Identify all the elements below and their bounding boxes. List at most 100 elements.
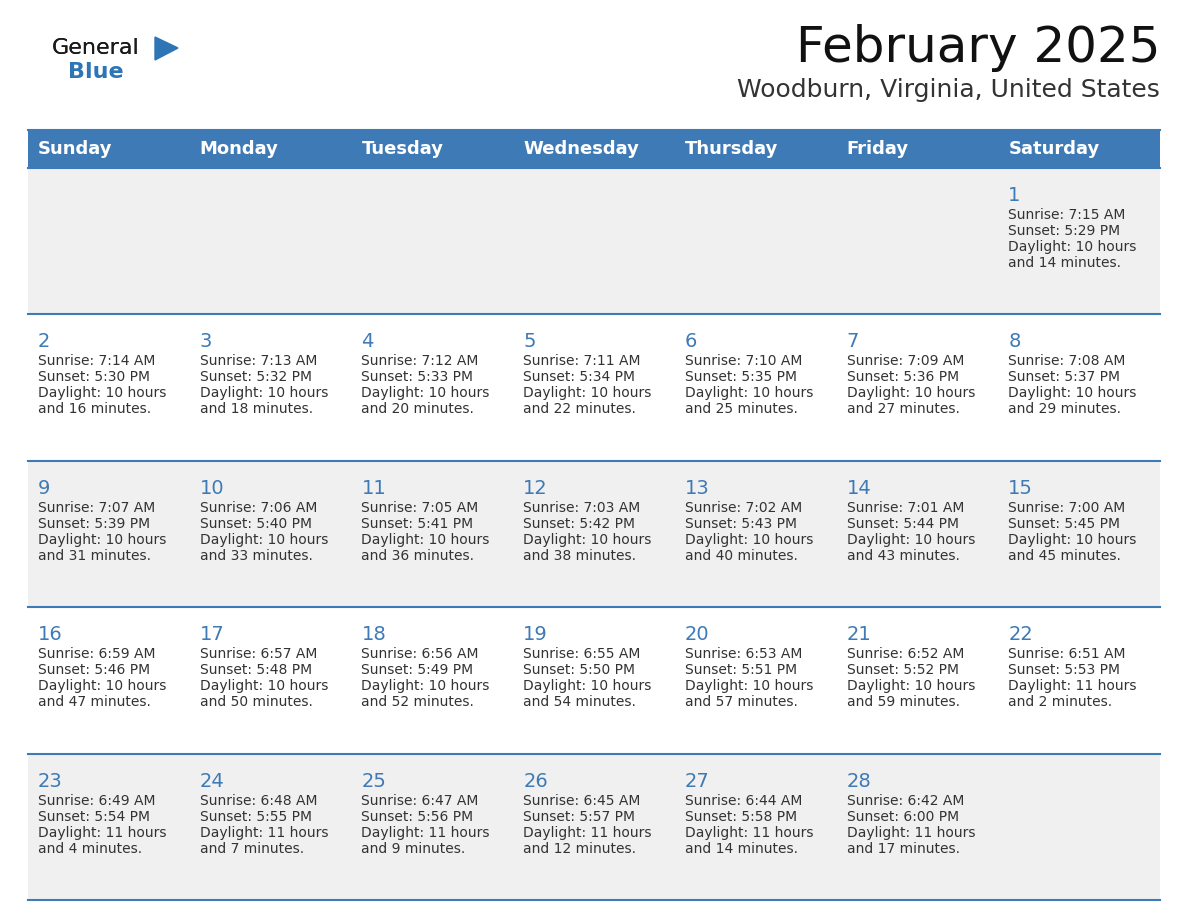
Text: 10: 10 — [200, 479, 225, 498]
Text: and 17 minutes.: and 17 minutes. — [847, 842, 960, 856]
Text: Saturday: Saturday — [1009, 140, 1100, 158]
Text: Daylight: 10 hours: Daylight: 10 hours — [523, 532, 651, 547]
Text: Daylight: 11 hours: Daylight: 11 hours — [847, 825, 975, 840]
Text: 16: 16 — [38, 625, 63, 644]
Text: Sunset: 5:55 PM: Sunset: 5:55 PM — [200, 810, 311, 823]
Text: Sunset: 5:35 PM: Sunset: 5:35 PM — [684, 370, 797, 385]
Text: Sunrise: 7:11 AM: Sunrise: 7:11 AM — [523, 354, 640, 368]
Text: Sunrise: 7:00 AM: Sunrise: 7:00 AM — [1009, 501, 1125, 515]
Text: Sunrise: 6:45 AM: Sunrise: 6:45 AM — [523, 793, 640, 808]
Text: Sunrise: 7:15 AM: Sunrise: 7:15 AM — [1009, 208, 1126, 222]
Text: Sunset: 5:33 PM: Sunset: 5:33 PM — [361, 370, 474, 385]
Text: Sunrise: 7:08 AM: Sunrise: 7:08 AM — [1009, 354, 1126, 368]
Text: Sunset: 5:34 PM: Sunset: 5:34 PM — [523, 370, 636, 385]
Text: Daylight: 10 hours: Daylight: 10 hours — [38, 679, 166, 693]
Bar — [513, 130, 675, 168]
Bar — [29, 461, 1159, 607]
Text: and 22 minutes.: and 22 minutes. — [523, 402, 636, 417]
Text: Daylight: 10 hours: Daylight: 10 hours — [361, 679, 489, 693]
Text: Sunset: 5:54 PM: Sunset: 5:54 PM — [38, 810, 150, 823]
Bar — [998, 130, 1159, 168]
Text: Sunset: 5:53 PM: Sunset: 5:53 PM — [1009, 663, 1120, 677]
Text: Daylight: 10 hours: Daylight: 10 hours — [200, 386, 328, 400]
Text: Sunrise: 7:13 AM: Sunrise: 7:13 AM — [200, 354, 317, 368]
Text: 13: 13 — [684, 479, 709, 498]
Text: 19: 19 — [523, 625, 548, 644]
Text: Sunset: 5:48 PM: Sunset: 5:48 PM — [200, 663, 311, 677]
Text: 7: 7 — [847, 332, 859, 352]
Text: Sunrise: 6:53 AM: Sunrise: 6:53 AM — [684, 647, 802, 661]
Text: February 2025: February 2025 — [796, 24, 1159, 72]
Text: and 20 minutes.: and 20 minutes. — [361, 402, 474, 417]
Text: 17: 17 — [200, 625, 225, 644]
Text: and 40 minutes.: and 40 minutes. — [684, 549, 797, 563]
Bar — [29, 754, 1159, 900]
Text: Sunset: 5:44 PM: Sunset: 5:44 PM — [847, 517, 959, 531]
Text: Sunset: 5:43 PM: Sunset: 5:43 PM — [684, 517, 797, 531]
Text: Daylight: 11 hours: Daylight: 11 hours — [523, 825, 652, 840]
Text: Daylight: 10 hours: Daylight: 10 hours — [684, 386, 814, 400]
Text: Sunset: 5:46 PM: Sunset: 5:46 PM — [38, 663, 150, 677]
Text: 28: 28 — [847, 772, 871, 790]
Text: 8: 8 — [1009, 332, 1020, 352]
Text: 21: 21 — [847, 625, 871, 644]
Text: Daylight: 11 hours: Daylight: 11 hours — [361, 825, 489, 840]
Text: and 36 minutes.: and 36 minutes. — [361, 549, 474, 563]
Text: Daylight: 10 hours: Daylight: 10 hours — [361, 532, 489, 547]
Text: Daylight: 10 hours: Daylight: 10 hours — [361, 386, 489, 400]
Text: and 29 minutes.: and 29 minutes. — [1009, 402, 1121, 417]
Text: and 18 minutes.: and 18 minutes. — [200, 402, 312, 417]
Text: and 43 minutes.: and 43 minutes. — [847, 549, 960, 563]
Text: Sunset: 5:42 PM: Sunset: 5:42 PM — [523, 517, 636, 531]
Text: Sunrise: 7:01 AM: Sunrise: 7:01 AM — [847, 501, 963, 515]
Text: 12: 12 — [523, 479, 548, 498]
Text: Wednesday: Wednesday — [523, 140, 639, 158]
Text: Daylight: 10 hours: Daylight: 10 hours — [684, 532, 814, 547]
Text: Daylight: 10 hours: Daylight: 10 hours — [847, 532, 975, 547]
Text: Sunrise: 7:06 AM: Sunrise: 7:06 AM — [200, 501, 317, 515]
Text: Sunset: 5:45 PM: Sunset: 5:45 PM — [1009, 517, 1120, 531]
Text: Sunrise: 7:05 AM: Sunrise: 7:05 AM — [361, 501, 479, 515]
Text: Sunrise: 6:44 AM: Sunrise: 6:44 AM — [684, 793, 802, 808]
Text: Daylight: 11 hours: Daylight: 11 hours — [38, 825, 166, 840]
Bar — [29, 314, 1159, 461]
Text: Daylight: 10 hours: Daylight: 10 hours — [847, 386, 975, 400]
Bar — [29, 607, 1159, 754]
Text: Sunrise: 7:07 AM: Sunrise: 7:07 AM — [38, 501, 156, 515]
Text: and 14 minutes.: and 14 minutes. — [1009, 256, 1121, 270]
Text: and 25 minutes.: and 25 minutes. — [684, 402, 797, 417]
Text: Sunrise: 6:57 AM: Sunrise: 6:57 AM — [200, 647, 317, 661]
Text: and 7 minutes.: and 7 minutes. — [200, 842, 304, 856]
Text: Sunset: 5:49 PM: Sunset: 5:49 PM — [361, 663, 474, 677]
Text: Blue: Blue — [68, 62, 124, 82]
Text: Sunset: 5:52 PM: Sunset: 5:52 PM — [847, 663, 959, 677]
Text: Sunset: 5:32 PM: Sunset: 5:32 PM — [200, 370, 311, 385]
Text: 4: 4 — [361, 332, 374, 352]
Text: Daylight: 10 hours: Daylight: 10 hours — [1009, 532, 1137, 547]
Text: and 57 minutes.: and 57 minutes. — [684, 695, 797, 710]
Bar — [675, 130, 836, 168]
Text: General: General — [52, 38, 140, 58]
Text: Sunrise: 6:59 AM: Sunrise: 6:59 AM — [38, 647, 156, 661]
Text: and 45 minutes.: and 45 minutes. — [1009, 549, 1121, 563]
Text: Sunrise: 6:47 AM: Sunrise: 6:47 AM — [361, 793, 479, 808]
Text: and 2 minutes.: and 2 minutes. — [1009, 695, 1112, 710]
Text: Sunset: 6:00 PM: Sunset: 6:00 PM — [847, 810, 959, 823]
Text: and 12 minutes.: and 12 minutes. — [523, 842, 636, 856]
Text: Daylight: 10 hours: Daylight: 10 hours — [847, 679, 975, 693]
Text: Friday: Friday — [847, 140, 909, 158]
Text: and 4 minutes.: and 4 minutes. — [38, 842, 143, 856]
Text: Daylight: 10 hours: Daylight: 10 hours — [684, 679, 814, 693]
Text: 26: 26 — [523, 772, 548, 790]
Text: Tuesday: Tuesday — [361, 140, 443, 158]
Text: General: General — [52, 38, 140, 58]
Text: Sunrise: 6:55 AM: Sunrise: 6:55 AM — [523, 647, 640, 661]
Text: Sunrise: 7:03 AM: Sunrise: 7:03 AM — [523, 501, 640, 515]
Bar — [29, 168, 1159, 314]
Text: 18: 18 — [361, 625, 386, 644]
Text: 23: 23 — [38, 772, 63, 790]
Text: Sunset: 5:50 PM: Sunset: 5:50 PM — [523, 663, 636, 677]
Text: Sunrise: 6:42 AM: Sunrise: 6:42 AM — [847, 793, 963, 808]
Text: Woodburn, Virginia, United States: Woodburn, Virginia, United States — [737, 78, 1159, 102]
Text: and 50 minutes.: and 50 minutes. — [200, 695, 312, 710]
